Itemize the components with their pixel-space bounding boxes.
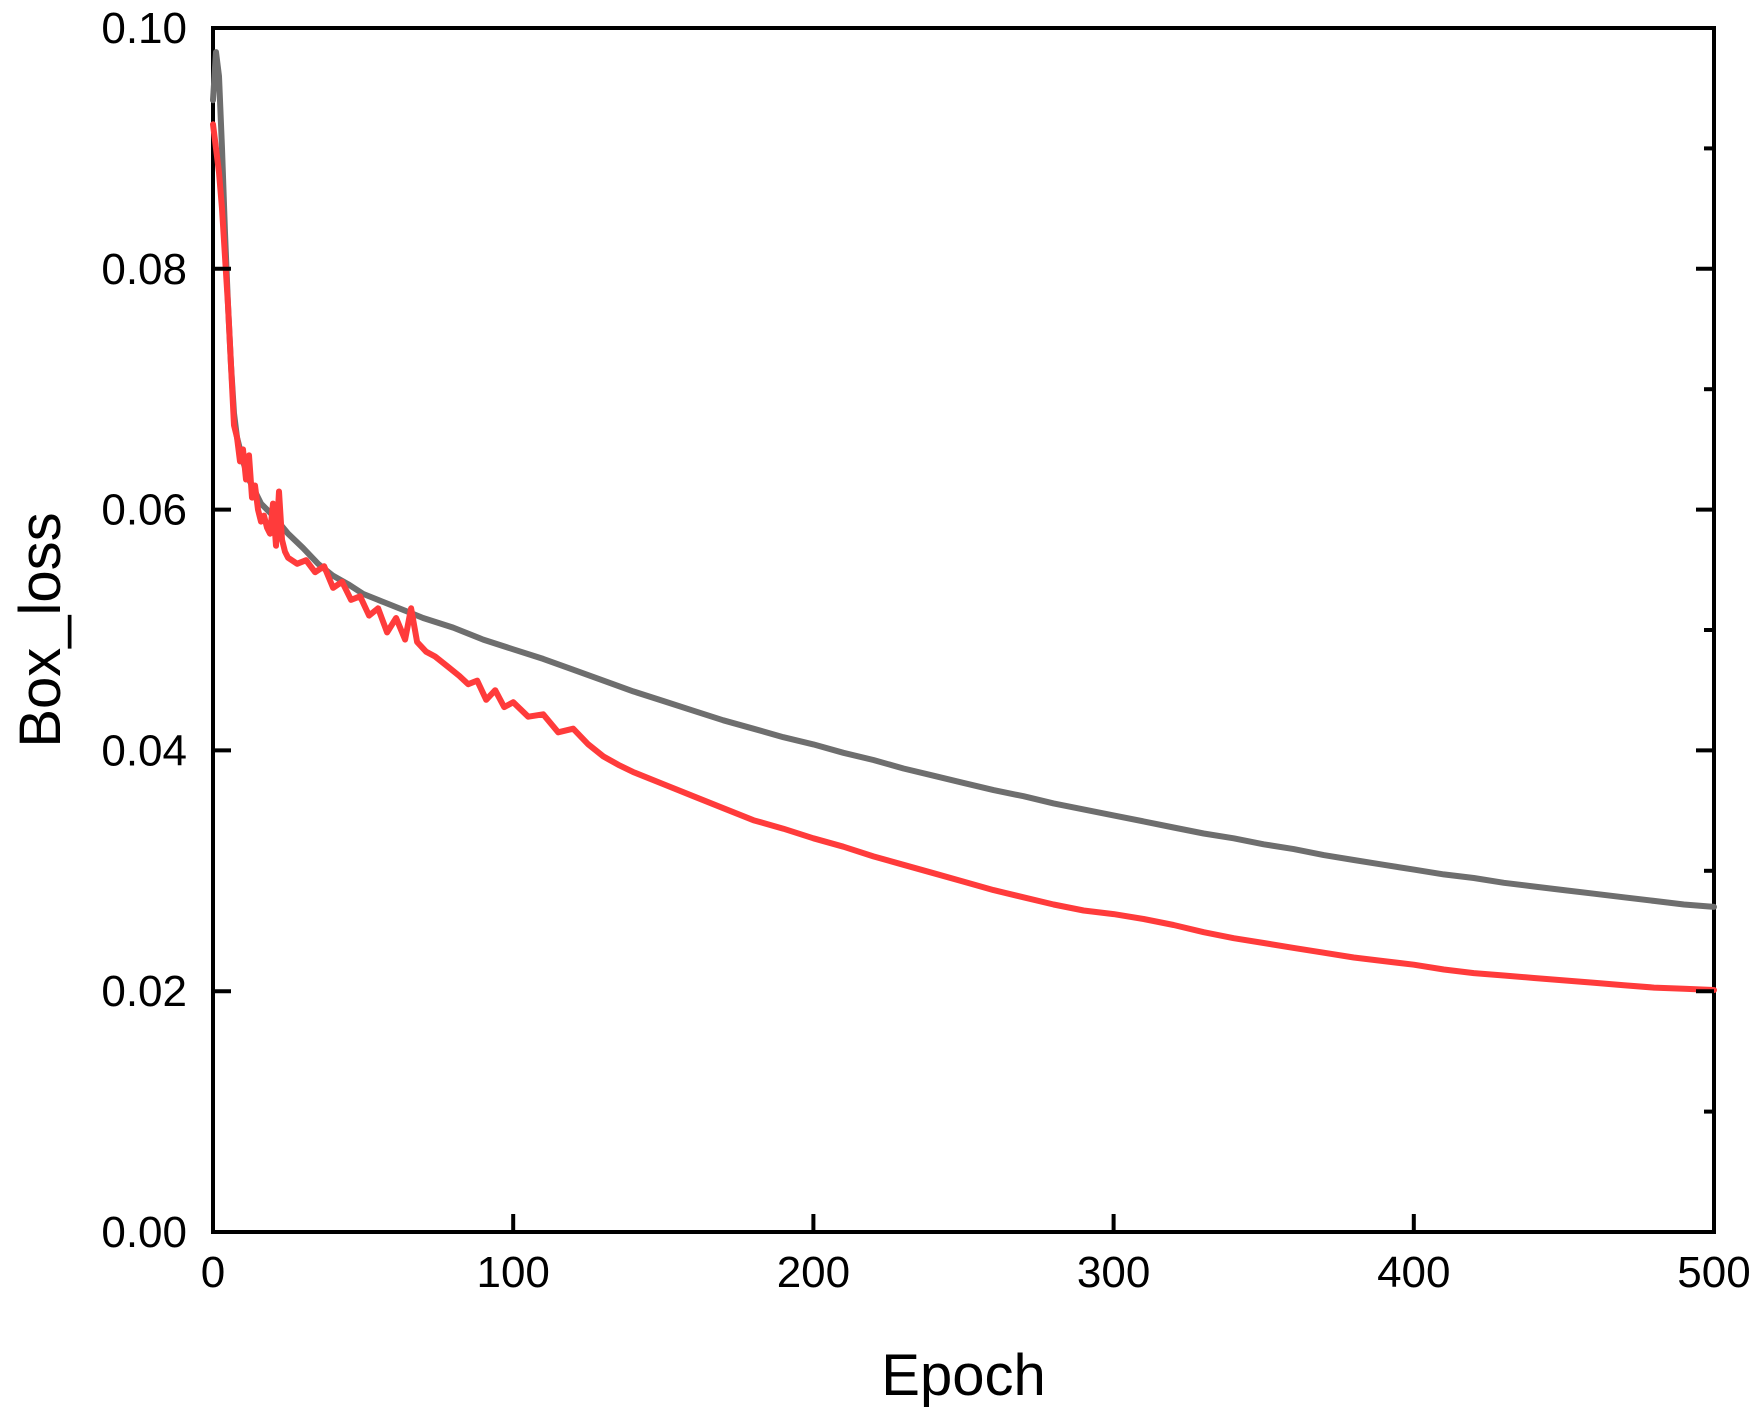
y-axis-title: Box_loss — [8, 512, 73, 747]
x-tick-label: 400 — [1377, 1248, 1450, 1297]
series-layer — [210, 49, 1717, 993]
y-tick-label: 0.00 — [101, 1208, 187, 1257]
x-tick-label: 300 — [1077, 1248, 1150, 1297]
series-line-1 — [210, 49, 1717, 910]
x-tick-label: 500 — [1677, 1248, 1750, 1297]
x-axis-title: Epoch — [881, 1343, 1045, 1408]
ticks-layer — [211, 26, 1716, 1234]
plot-frame — [211, 26, 1716, 1234]
y-tick-label: 0.08 — [101, 245, 187, 294]
y-tick-label: 0.04 — [101, 726, 187, 775]
y-tick-label: 0.10 — [101, 4, 187, 53]
x-tick-label: 0 — [201, 1248, 225, 1297]
x-tick-label: 100 — [476, 1248, 549, 1297]
y-tick-label: 0.06 — [101, 486, 187, 535]
tick-labels: 0 100 200 300 400 500 0.00 0.02 0.04 0.06 0.08 0.10 — [101, 4, 1750, 1297]
y-tick-label: 0.02 — [101, 967, 187, 1016]
plot-border — [211, 26, 1716, 1234]
series-line-2 — [210, 121, 1717, 993]
x-tick-label: 200 — [777, 1248, 850, 1297]
